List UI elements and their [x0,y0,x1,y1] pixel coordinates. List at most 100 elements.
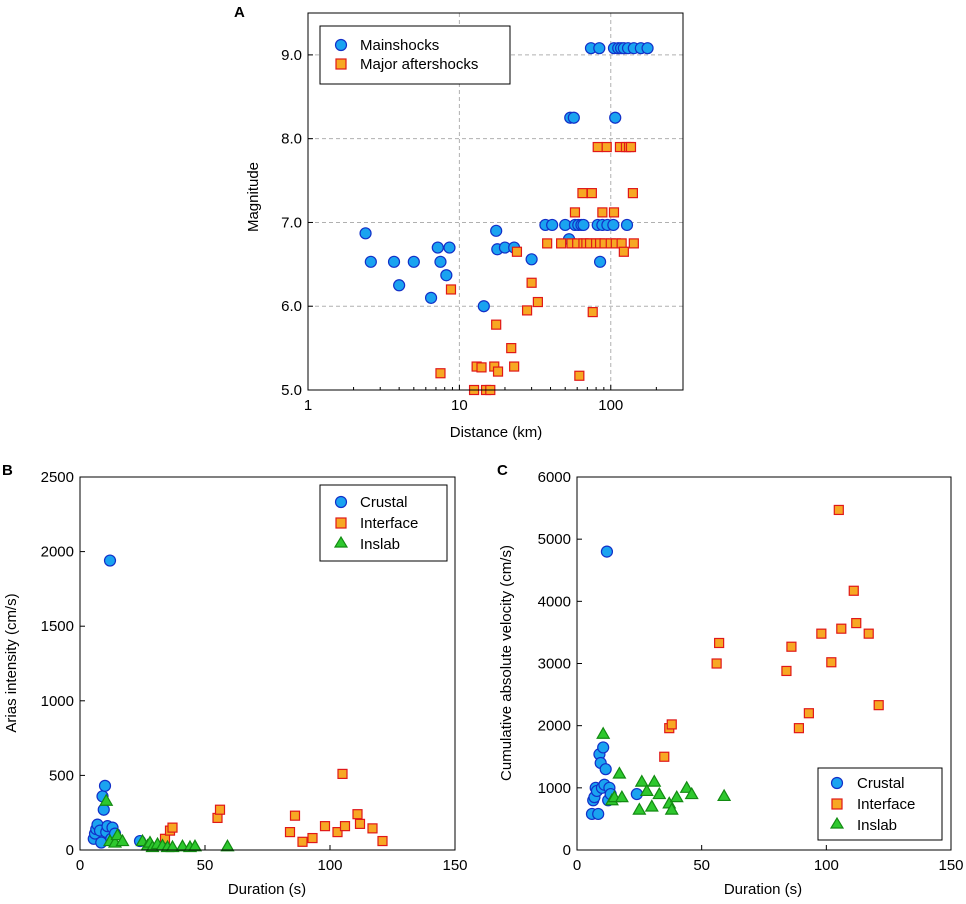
panel-b-inslab-point [187,839,203,852]
panel-b-y-tick-label: 0 [66,842,74,859]
panel-c-legend-crustal-label: Crustal [857,775,905,792]
panel-c-y-tick-label: 4000 [538,593,571,610]
aftershock-point [492,366,504,377]
mainshock-point [440,269,453,282]
panel-c-y-tick-label: 5000 [538,531,571,548]
panel-b-interface-point [297,836,308,847]
panel-b-interface-point [284,826,296,838]
panel-c-crustal-point [592,807,605,821]
panel-c-interface-point [786,641,797,652]
aftershock-point [542,238,553,249]
panel-c-inslab-point [614,789,629,803]
panel-c-inslab-point [664,802,679,815]
panel-b-y-axis-label: Arias intensity (cm/s) [3,593,20,732]
aftershock-point [627,188,638,199]
panel-c-interface-point [714,637,725,649]
mainshock-point [641,42,654,55]
panel-a-x-axis-label: Distance (km) [450,424,543,441]
panel-c-interface-point [711,658,722,669]
panel-b-interface-point [214,804,226,815]
panel-c-inslab-point [644,799,659,812]
aftershock-point [435,368,446,379]
mainshock-point [359,227,372,240]
panel-c-interface-point [659,751,670,762]
panel-c-legend-inslab-label: Inslab [857,817,897,834]
panel-b: B Duration (s) Arias intensity (cm/s) 0 5… [2,462,468,898]
mainshock-point [577,218,590,232]
panel-c-interface-point [836,623,847,634]
panel-a-x-tick-label: 1 [304,397,312,414]
panel-b-crustal-point [103,554,117,567]
aftershock-point [532,296,543,308]
panel-c-x-tick-label: 150 [938,857,963,874]
aftershock-point [506,343,517,354]
panel-b-interface-point [377,835,388,847]
panel-c-inslab-point [652,786,667,800]
panel-a-y-tick-label: 8.0 [281,131,302,148]
panel-c-plot-frame [576,476,952,851]
mainshock-point [364,255,377,268]
mainshock-point [609,111,622,124]
mainshock-point [607,218,620,232]
panel-a-plot-frame [307,12,684,391]
aftershock-point [625,141,637,153]
panel-a-ticks: 1 10 100 5.0 6.0 7.0 8.0 9.0 [281,47,684,414]
panel-c-interface-point [851,617,862,629]
panel-b-legend-inslab-label: Inslab [360,536,400,553]
panel-c-interface-point [848,585,859,596]
aftershock-point [526,277,537,288]
panel-c-crustal-point [599,763,612,776]
panel-c-interface-point [816,628,827,639]
panel-b-x-tick-label: 100 [317,857,342,874]
aftershock-point [618,246,629,257]
panel-c-y-tick-label: 2000 [538,718,571,735]
panel-c-data-points [585,504,884,821]
panel-b-x-tick-label: 0 [76,857,84,874]
aftershock-point [574,370,585,381]
panel-b-y-tick-label: 1000 [41,693,74,710]
panel-c-legend-interface-label: Interface [857,796,915,813]
panel-b-y-tick-label: 2000 [41,544,74,561]
mainshock-point [620,218,634,232]
panel-c-inslab-point [647,774,662,787]
panel-c-legend-crustal-marker [830,776,844,790]
aftershock-point [628,238,639,249]
panel-c-inslab-point [717,788,732,802]
mainshock-point [593,42,606,55]
mainshock-point [443,241,456,254]
panel-c-x-tick-label: 50 [693,857,710,874]
panel-b-interface-point [367,823,378,834]
mainshock-point [407,255,420,268]
panel-b-inslab-point [115,833,130,847]
legend-aftershocks-marker [335,58,347,70]
panel-b-legend-interface-marker [335,517,347,529]
legend-aftershocks-label: Major aftershocks [360,56,478,73]
panel-b-plot-frame [79,476,456,851]
mainshock-point [431,241,444,254]
panel-c-interface-point [781,665,792,677]
panel-c-interface-point [793,723,805,734]
aftershock-point [586,188,597,199]
aftershock-point [511,246,523,257]
panel-c-x-tick-label: 100 [814,857,839,874]
mainshock-point [434,255,447,268]
panel-c-y-tick-label: 3000 [538,656,571,673]
panel-b-data-points [87,554,388,853]
mainshock-point [490,224,503,237]
panel-b-legend-inslab-marker [333,535,349,548]
panel-b-interface-point [332,826,343,838]
panel-a-y-tick-label: 7.0 [281,214,302,231]
panel-b-interface-point [167,822,178,833]
panel-b-interface-point [289,810,301,821]
panel-c-legend-inslab-marker [829,816,845,829]
aftershock-point [491,319,502,330]
panel-c-interface-point [803,708,814,719]
mainshock-point [567,111,580,124]
panel-b-inslab-point [99,793,114,806]
panel-c-y-axis-label: Cumulative absolute velocity (cm/s) [498,545,515,781]
panel-c-inslab-point [596,726,611,739]
panel-c-y-tick-label: 0 [563,842,571,859]
panel-b-inslab-point [110,827,125,841]
